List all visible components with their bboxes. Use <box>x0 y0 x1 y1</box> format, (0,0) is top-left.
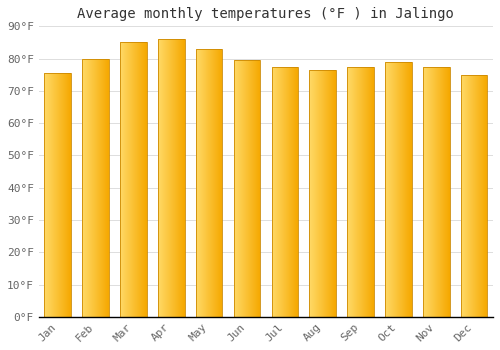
Bar <box>423 66 450 317</box>
Bar <box>348 66 374 317</box>
Title: Average monthly temperatures (°F ) in Jalingo: Average monthly temperatures (°F ) in Ja… <box>78 7 454 21</box>
Bar <box>461 75 487 317</box>
Bar <box>196 49 222 317</box>
Bar <box>120 42 146 317</box>
Bar <box>44 73 71 317</box>
Bar <box>158 39 184 317</box>
Bar <box>385 62 411 317</box>
Bar <box>310 70 336 317</box>
Bar <box>234 60 260 317</box>
Bar <box>272 66 298 317</box>
Bar <box>82 58 109 317</box>
